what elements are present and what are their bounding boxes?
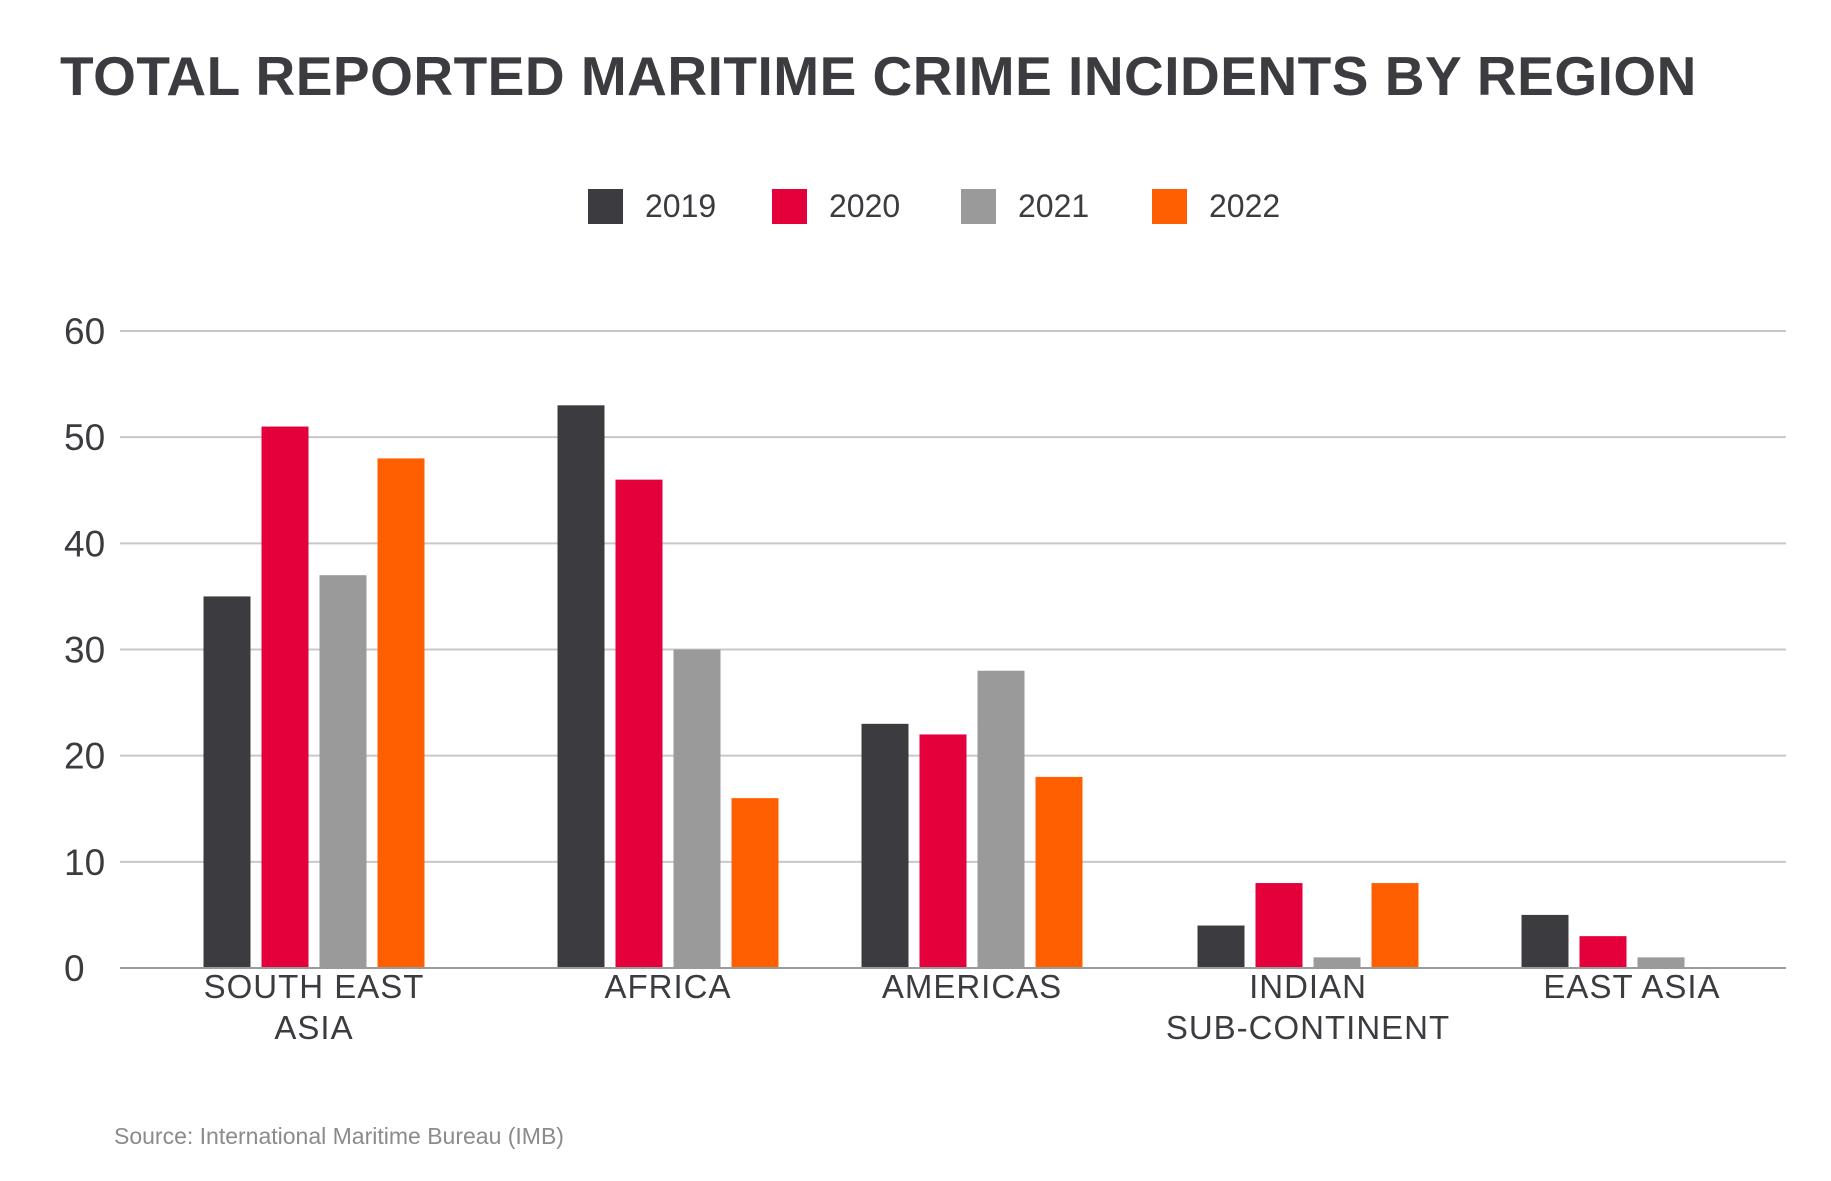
x-tick-label: SUB-CONTINENT: [1166, 1009, 1450, 1046]
bar-2020: [615, 479, 663, 967]
chart-title: TOTAL REPORTED MARITIME CRIME INCIDENTS …: [60, 45, 1697, 107]
bar-2019: [1521, 914, 1569, 967]
bar-2021: [977, 670, 1025, 967]
x-tick-label: INDIAN: [1249, 968, 1367, 1005]
bar-2019: [1197, 925, 1245, 967]
y-tick-label: 0: [64, 948, 85, 989]
legend-label: 2019: [645, 188, 717, 224]
legend-item-2019: 2019: [588, 188, 716, 225]
bar-2021: [319, 575, 367, 967]
x-tick-label: ASIA: [274, 1009, 353, 1046]
legend: 2019 2020 2021 2022: [0, 188, 1831, 228]
bar-2020: [1255, 883, 1303, 967]
bar-2021: [1637, 957, 1685, 967]
bar-2019: [203, 596, 251, 967]
legend-item-2021: 2021: [961, 188, 1089, 225]
bar-2022: [1035, 776, 1083, 967]
bar-2022: [731, 798, 779, 967]
legend-item-2020: 2020: [772, 188, 900, 225]
bar-2020: [919, 734, 967, 967]
x-tick-label: AFRICA: [604, 968, 731, 1005]
x-tick-label: AMERICAS: [882, 968, 1062, 1005]
bar-2019: [557, 405, 605, 968]
legend-label: 2021: [1018, 188, 1090, 224]
bar-2021: [673, 649, 721, 967]
source-note: Source: International Maritime Bureau (I…: [114, 1123, 564, 1149]
legend-swatch: [961, 189, 996, 224]
legend-swatch: [588, 189, 623, 224]
x-tick-label: EAST ASIA: [1543, 968, 1720, 1005]
x-tick-label: SOUTH EAST: [204, 968, 425, 1005]
y-tick-label: 10: [64, 842, 105, 883]
legend-swatch: [1152, 189, 1187, 224]
bar-2021: [1313, 957, 1361, 967]
y-tick-label: 50: [64, 417, 105, 458]
legend-swatch: [772, 189, 807, 224]
y-tick-label: 20: [64, 736, 105, 777]
y-tick-label: 60: [64, 311, 105, 352]
y-tick-label: 30: [64, 630, 105, 671]
bar-2020: [1579, 936, 1627, 967]
bar-2019: [861, 723, 909, 967]
bar-2020: [261, 426, 309, 967]
legend-label: 2022: [1209, 188, 1281, 224]
bar-2022: [1371, 883, 1419, 967]
legend-item-2022: 2022: [1152, 188, 1280, 225]
bar-2022: [377, 458, 425, 967]
y-tick-label: 40: [64, 523, 105, 564]
legend-label: 2020: [829, 188, 901, 224]
